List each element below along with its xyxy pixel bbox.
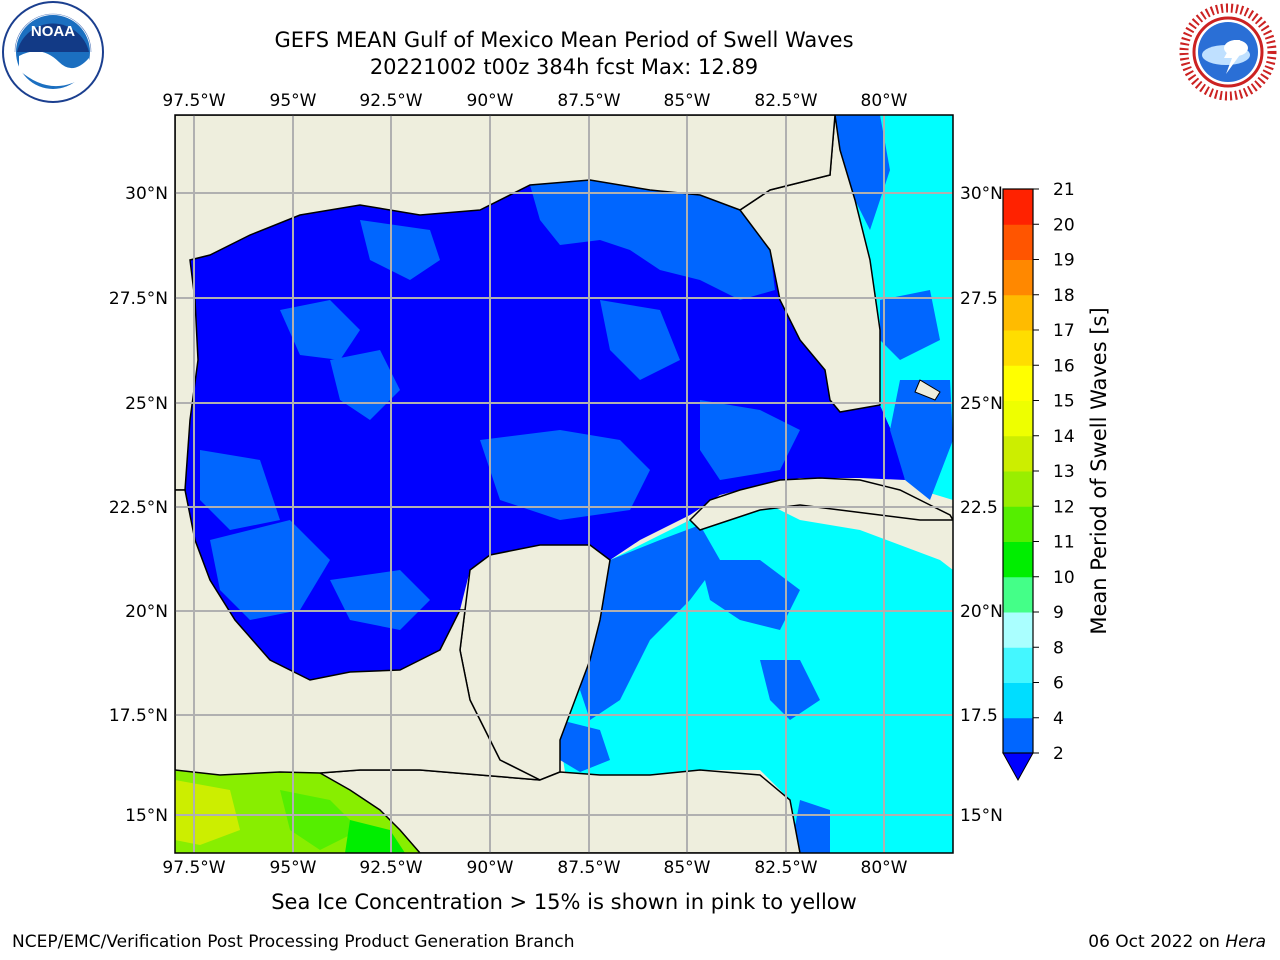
cuba-land [688,477,953,531]
lon-label-bottom: 80°W [861,858,908,878]
lon-label-top: 85°W [664,91,711,111]
footer-date-text: 06 Oct 2022 on [1088,932,1226,952]
lat-label-left: 30°N [125,184,168,204]
mexico-land [175,489,541,781]
lat-label-right: 15°N [960,806,1003,826]
us-gulf-coast [175,115,836,491]
lon-label-top: 87.5°W [557,91,620,111]
footer-credit: NCEP/EMC/Verification Post Processing Pr… [12,932,575,952]
lat-label-right: 22.5 [960,498,998,518]
lat-label-left: 15°N [125,806,168,826]
lat-label-right: 17.5 [960,706,998,726]
map-gridlines [175,115,953,853]
svg-text:NOAA: NOAA [31,23,75,40]
chart-title: GEFS MEAN Gulf of Mexico Mean Period of … [274,28,854,52]
lat-label-left: 27.5°N [109,289,168,309]
atlantic-blue-patches [835,115,953,500]
lon-label-bottom: 97.5°W [162,858,225,878]
lon-label-top: 80°W [861,91,908,111]
lat-label-right: 30°N [960,184,1003,204]
sea-ice-note: Sea Ice Concentration > 15% is shown in … [271,890,857,914]
noaa-logo: NOAA [2,1,104,103]
chart-subtitle: 20221002 t00z 384h fcst Max: 12.89 [369,55,759,79]
lon-label-bottom: 85°W [664,858,711,878]
lon-label-top: 82.5°W [754,91,817,111]
lon-label-top: 92.5°W [359,91,422,111]
lat-label-left: 20°N [125,602,168,622]
lon-label-bottom: 90°W [467,858,514,878]
footer-host: Hera [1225,932,1266,952]
footer-date: 06 Oct 2022 on Hera [1088,932,1266,952]
lat-label-left: 25°N [125,394,168,414]
lon-label-bottom: 82.5°W [754,858,817,878]
caribbean-blue-patches [560,525,830,853]
lat-label-left: 17.5°N [109,706,168,726]
nws-logo [1178,2,1278,102]
lon-label-bottom: 92.5°W [359,858,422,878]
lon-label-bottom: 95°W [270,858,317,878]
lon-label-top: 97.5°W [162,91,225,111]
lat-label-right: 20°N [960,602,1003,622]
gulf-of-mexico-water [185,180,905,680]
lat-label-right: 25°N [960,394,1003,414]
lat-label-left: 22.5°N [109,498,168,518]
lat-label-right: 27.5 [960,289,998,309]
bahamas-land [914,379,941,401]
map-frame [174,114,954,854]
lon-label-top: 90°W [467,91,514,111]
lon-label-top: 95°W [270,91,317,111]
gulf-patches [200,180,800,630]
lon-label-bottom: 87.5°W [557,858,620,878]
